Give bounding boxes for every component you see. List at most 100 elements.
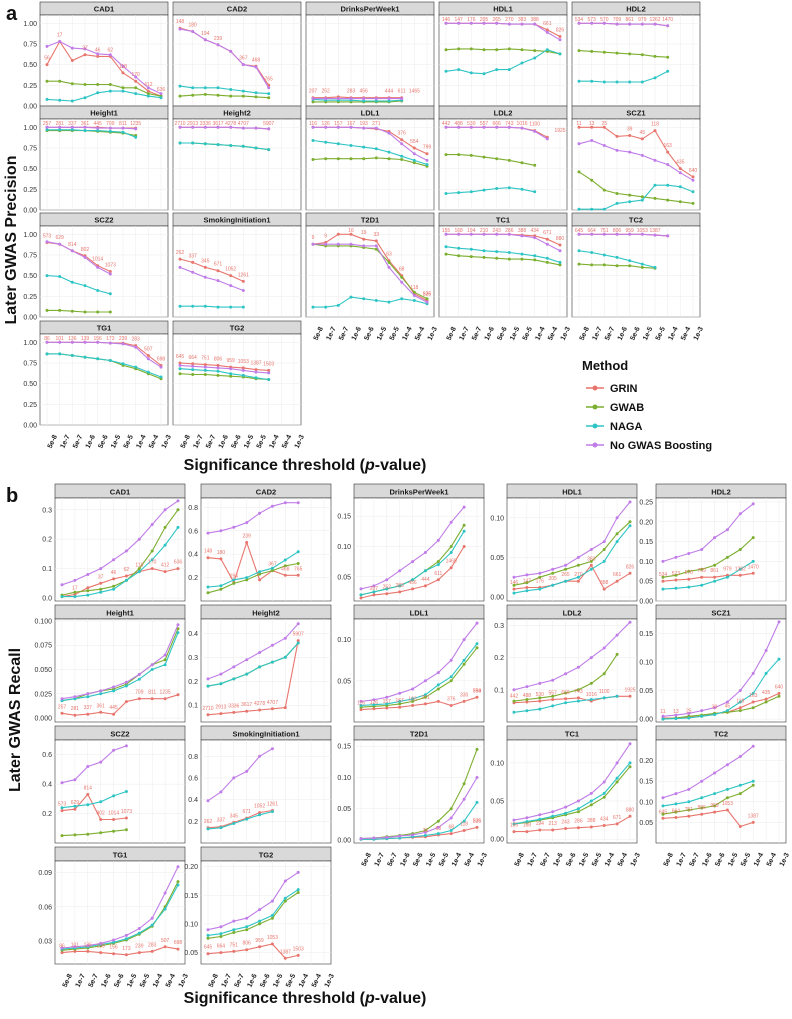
grin-count-label: 239 [242,533,251,539]
y-tick-label: 0.05 [184,950,198,957]
grin-count-label: 173 [122,946,131,952]
series-line-GRIN [46,40,162,97]
grin-count-label: 664 [217,944,226,950]
data-point-NAGA [551,814,555,818]
legend-key-dot [592,423,598,429]
data-point-NAGA [206,585,210,589]
grin-count-label: 507 [161,938,170,944]
data-point-NoBoost [349,242,353,246]
data-point-NoBoost [751,671,755,675]
data-point-NAGA [219,584,223,588]
data-point-GWAB [590,263,594,267]
grin-count-label: 1925 [624,687,635,693]
data-point-NAGA [178,367,182,371]
grin-count-label: 271 [372,121,381,127]
data-point-GRIN [462,829,466,832]
data-point-GRIN [475,695,479,699]
y-tick-label: 0.00 [23,423,37,430]
data-point-NAGA [713,579,717,583]
data-point-NoBoost [108,126,112,130]
grin-count-label: 811 [148,690,156,696]
data-point-NoBoost [324,242,328,246]
y-tick-label: 0.15 [337,744,351,751]
data-point-GWAB [674,810,678,814]
y-tick-label: 0.10 [337,637,351,644]
data-point-NAGA [640,80,644,84]
grin-count-label: 4707 [267,700,278,706]
data-point-GWAB [590,49,594,53]
data-point-NAGA [590,251,594,254]
data-point-NAGA [412,158,416,162]
facet-title: SCZ1 [626,109,645,118]
data-point-NoBoost [83,255,87,259]
data-point-GWAB [229,94,233,98]
data-point-GWAB [270,569,274,573]
grin-count-label: 118 [135,563,143,569]
data-point-GWAB [602,548,606,551]
grin-count-label: 1925 [554,128,565,134]
data-point-NoBoost [86,944,90,948]
grin-count-label: 207 [370,586,379,592]
data-point-GRIN [602,587,606,591]
grin-count-label: 661 [543,21,552,27]
series-line-NoBoost [61,866,179,949]
data-point-NAGA [444,69,448,73]
grin-count-label: 388 [518,228,527,234]
x-tick-label: 1e-7 [458,326,470,342]
grin-count-label: 412 [144,82,153,88]
data-point-GRIN [258,708,262,712]
grin-count-label: 826 [556,28,565,34]
x-tick-label: 1e-6 [218,434,230,450]
plot-area [200,497,332,602]
data-point-NoBoost [58,40,62,43]
y-tick-label: 0.1 [188,703,198,710]
data-point-NoBoost [296,622,300,626]
data-point-GRIN [661,816,665,820]
data-point-NoBoost [60,946,64,950]
data-point-GWAB [640,265,644,269]
grin-count-label: 1073 [121,809,132,815]
data-point-GWAB [96,310,100,314]
data-point-GRIN [525,700,529,704]
grin-count-label: 1470 [662,17,673,23]
plot-area [305,118,435,211]
grin-count-label: 270 [574,572,583,578]
series-line-NoBoost [446,22,561,41]
grin-count-label: 751 [201,356,210,362]
data-point-NoBoost [738,512,742,516]
legend-item-GWAB: GWAB [586,402,644,414]
data-point-GRIN [436,699,440,703]
data-point-NAGA [738,700,742,704]
grin-count-label: 383 [587,556,596,562]
x-tick-label: 1e-5 [243,434,255,450]
data-point-NAGA [121,362,125,366]
data-point-NAGA [385,587,389,591]
facet-title: Height1 [90,109,118,118]
data-point-GRIN [590,125,594,129]
data-point-GWAB [462,782,466,786]
grin-count-label: 629 [71,800,80,806]
data-point-NoBoost [219,790,223,794]
data-point-GRIN [232,949,236,953]
data-point-GWAB [577,49,581,53]
legend-label: GRIN [610,383,638,395]
data-point-GWAB [58,79,62,83]
series-line-NAGA [360,643,478,707]
grin-count-label: 283 [395,583,404,589]
data-point-GRIN [124,700,128,704]
data-point-NoBoost [469,232,473,236]
series-line-NoBoost [513,743,631,821]
legend-key-dot [592,442,598,448]
data-point-NAGA [751,691,755,695]
grin-count-label: 799 [423,145,432,151]
data-point-NoBoost [687,552,691,555]
data-point-GWAB [216,93,220,97]
grin-count-label: 283 [131,337,140,343]
grin-count-label: 17 [72,586,78,592]
y-tick-label: 0.05 [337,806,351,813]
grin-count-label: 534 [659,572,668,578]
series-line-GWAB [578,50,668,58]
data-point-GRIN [551,828,555,832]
data-point-NAGA [258,570,262,574]
